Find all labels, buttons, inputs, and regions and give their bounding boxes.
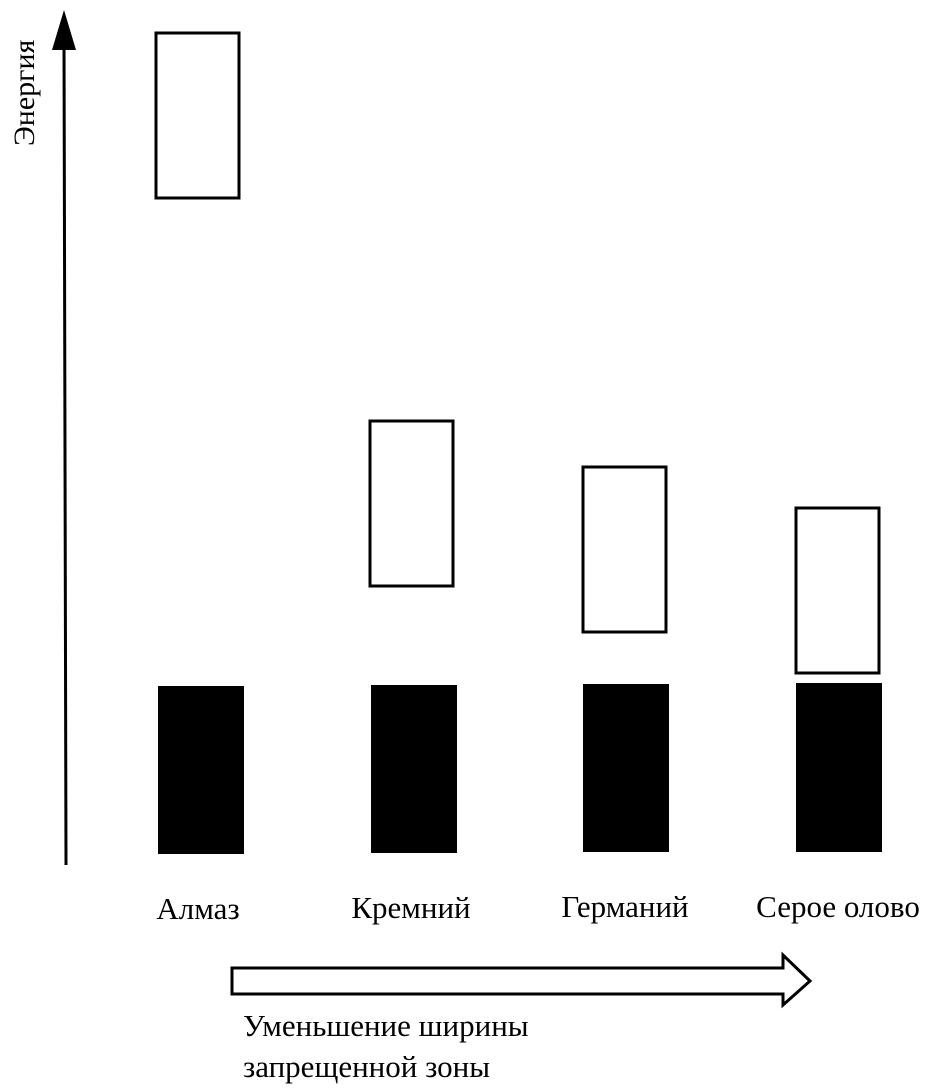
valence-band-germanium <box>583 684 669 852</box>
energy-axis-label: Энергия <box>8 39 41 146</box>
valence-band-silicon <box>371 685 457 853</box>
caption-line-2: запрещенной зоны <box>243 1049 490 1084</box>
decrease-arrow <box>230 951 813 1009</box>
valence-bands <box>158 683 882 854</box>
caption: Уменьшение ширины запрещенной зоны <box>243 1008 529 1084</box>
conduction-band-germanium <box>581 465 668 634</box>
conduction-band-diamond <box>154 31 241 200</box>
conduction-band-silicon <box>368 419 455 588</box>
energy-axis: Энергия <box>8 10 76 866</box>
conduction-bands <box>154 31 881 675</box>
caption-line-1: Уменьшение ширины <box>243 1008 529 1043</box>
valence-band-grey-tin <box>796 683 882 852</box>
material-label: Германий <box>561 889 688 924</box>
material-label: Кремний <box>351 890 470 925</box>
energy-axis-line <box>62 39 68 866</box>
energy-axis-arrowhead <box>52 10 76 50</box>
material-label: Алмаз <box>156 891 239 926</box>
valence-band-diamond <box>158 686 244 854</box>
material-labels: Алмаз Кремний Германий Серое олово <box>156 889 919 926</box>
conduction-band-grey-tin <box>794 506 881 675</box>
material-label: Серое олово <box>756 889 920 924</box>
